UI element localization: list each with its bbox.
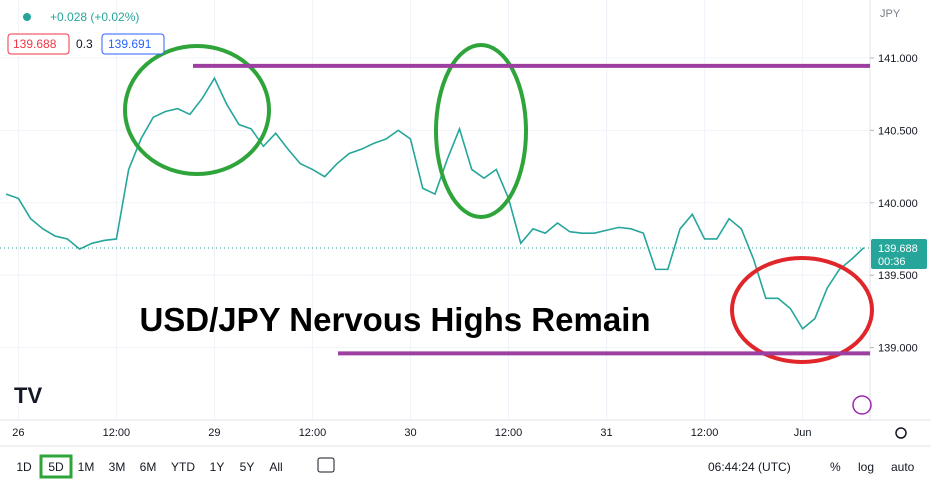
bid-box[interactable]	[7, 33, 70, 55]
change-text: +0.028 (+0.02%)	[50, 10, 139, 24]
selected-range	[39, 454, 73, 479]
x-tick-label: 31	[600, 427, 612, 439]
currency-label[interactable]: JPY	[880, 8, 901, 20]
range-button[interactable]: 5Y	[240, 460, 255, 474]
x-tick-label: Jun	[794, 427, 812, 439]
auto-toggle[interactable]: auto	[891, 460, 915, 474]
range-button[interactable]: 1Y	[210, 460, 225, 474]
logo: TV	[14, 383, 42, 408]
range-button[interactable]: 1M	[78, 460, 95, 474]
y-tick-label: 139.000	[878, 343, 918, 355]
settings-icon[interactable]	[895, 427, 907, 439]
x-tick-label: 26	[12, 427, 24, 439]
y-tick-label: 141.000	[878, 53, 918, 65]
last-price-badge	[871, 238, 927, 269]
x-tick-label: 12:00	[299, 427, 327, 439]
status-dot	[23, 13, 31, 21]
range-button[interactable]: 5D	[48, 460, 64, 474]
alert-icon[interactable]	[852, 395, 872, 415]
highlight-circle	[434, 43, 528, 219]
log-toggle[interactable]: log	[858, 460, 874, 474]
x-tick-label: 30	[404, 427, 416, 439]
ask-price: 139.691	[108, 37, 152, 51]
calendar-icon[interactable]	[317, 457, 335, 473]
range-button[interactable]: 6M	[140, 460, 157, 474]
clock: 06:44:24 (UTC)	[708, 460, 791, 474]
bid-price: 139.688	[13, 37, 57, 51]
x-tick-label: 12:00	[691, 427, 719, 439]
price-line	[5, 76, 865, 330]
countdown: 00:36	[878, 256, 906, 268]
annotation-title: USD/JPY Nervous Highs Remain	[139, 301, 650, 338]
x-tick-label: 12:00	[103, 427, 131, 439]
highlight-circle	[730, 256, 874, 364]
range-button[interactable]: 1D	[16, 460, 32, 474]
range-button[interactable]: 3M	[109, 460, 126, 474]
y-tick-label: 139.500	[878, 270, 918, 282]
x-tick-label: 29	[208, 427, 220, 439]
toolbar: 1D 5D 1M 3M 6M YTD 1Y 5Y All	[16, 454, 283, 479]
highlight-circle	[123, 44, 271, 176]
spread: 0.3	[76, 37, 93, 51]
range-button[interactable]: All	[269, 460, 282, 474]
y-tick-label: 140.500	[878, 125, 918, 137]
range-button[interactable]: YTD	[171, 460, 195, 474]
x-tick-label: 12:00	[495, 427, 523, 439]
ask-box[interactable]	[101, 33, 165, 55]
plot-area	[0, 0, 870, 420]
percent-toggle[interactable]: %	[830, 460, 841, 474]
last-price-label: 139.688	[878, 243, 918, 255]
y-tick-label: 140.000	[878, 198, 918, 210]
